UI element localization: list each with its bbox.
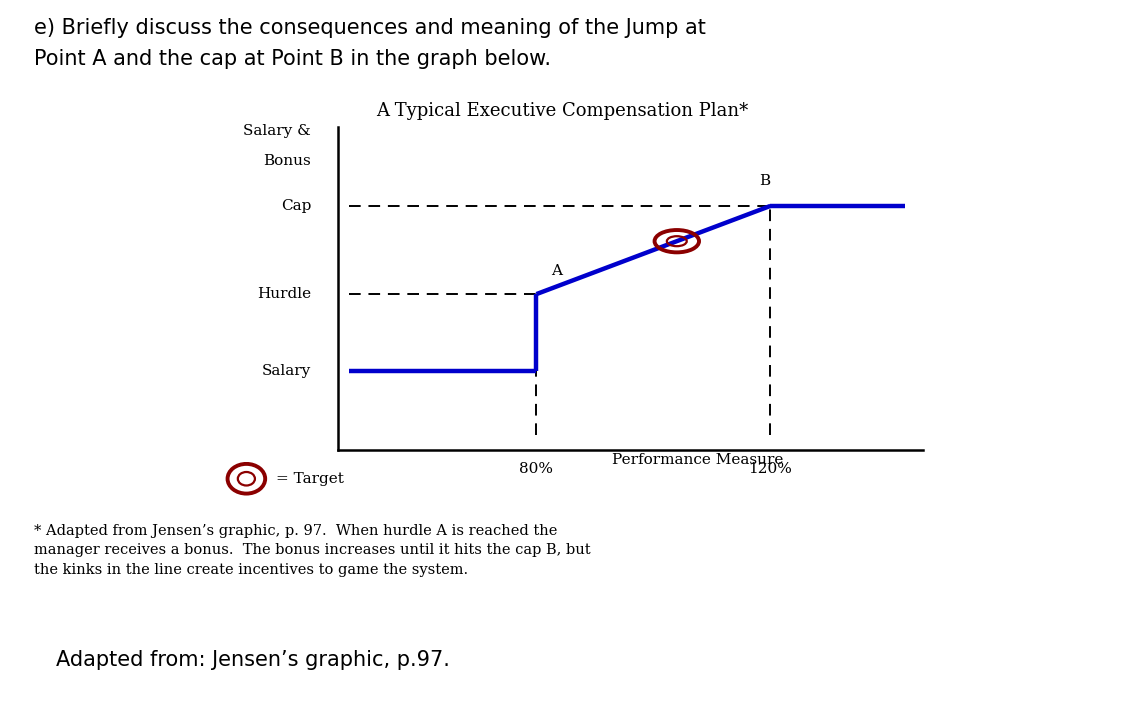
Text: * Adapted from Jensen’s graphic, p. 97.  When hurdle A is reached the
manager re: * Adapted from Jensen’s graphic, p. 97. …: [34, 524, 591, 576]
Text: Salary &: Salary &: [243, 124, 312, 138]
Text: = Target: = Target: [276, 472, 343, 486]
Text: Cap: Cap: [281, 199, 312, 213]
Text: Performance Measure: Performance Measure: [612, 453, 783, 467]
Text: 80%: 80%: [520, 462, 554, 476]
Text: Adapted from: Jensen’s graphic, p.97.: Adapted from: Jensen’s graphic, p.97.: [56, 650, 450, 670]
Text: e) Briefly discuss the consequences and meaning of the Jump at: e) Briefly discuss the consequences and …: [34, 18, 705, 37]
Text: 120%: 120%: [748, 462, 792, 476]
Text: Hurdle: Hurdle: [256, 287, 312, 301]
Text: Point A and the cap at Point B in the graph below.: Point A and the cap at Point B in the gr…: [34, 49, 551, 69]
Text: B: B: [759, 174, 771, 188]
Text: Bonus: Bonus: [263, 154, 312, 168]
Text: Salary: Salary: [262, 363, 312, 378]
Text: A Typical Executive Compensation Plan*: A Typical Executive Compensation Plan*: [377, 102, 748, 120]
Text: A: A: [551, 264, 562, 278]
